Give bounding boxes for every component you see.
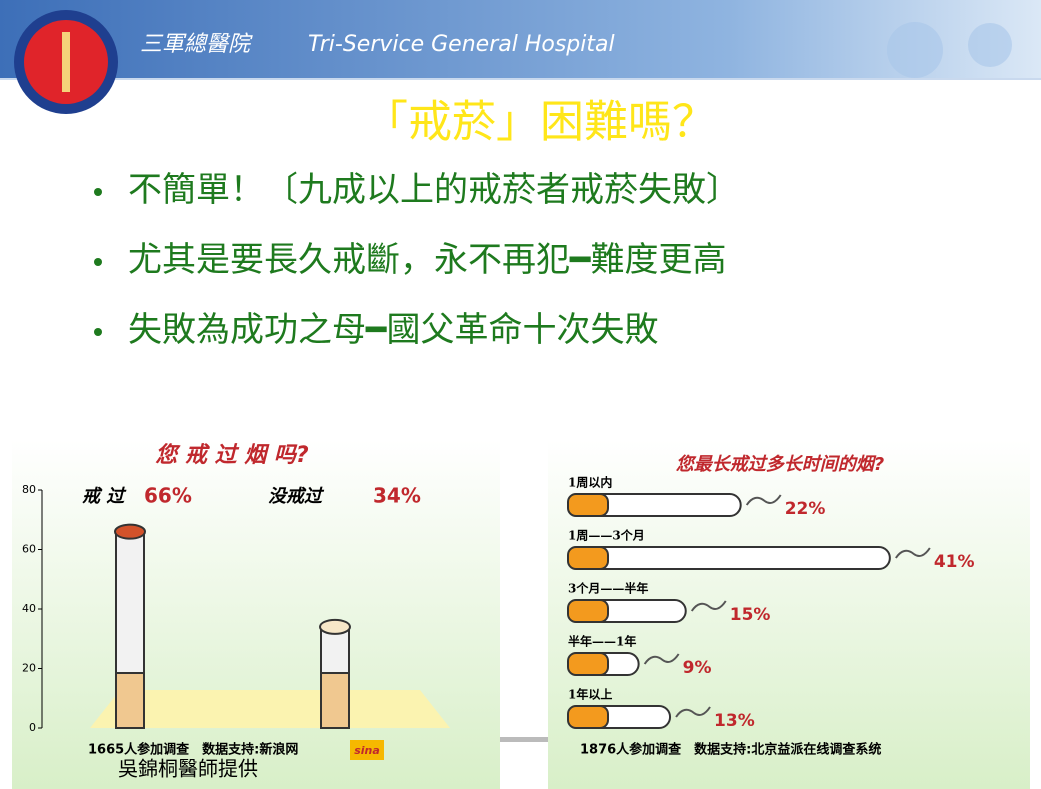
y-tick-label: 40 xyxy=(22,602,36,615)
bar-tip xyxy=(321,673,349,728)
source-logo: sina xyxy=(354,744,380,757)
bar-tip xyxy=(116,673,144,728)
category-label: 戒 过 xyxy=(82,486,127,507)
bar-filter xyxy=(568,706,608,728)
bar-ember xyxy=(320,620,350,634)
bullet-dot xyxy=(94,258,102,266)
value-label: 66% xyxy=(144,484,192,508)
value-label: 13% xyxy=(714,711,755,731)
y-tick-label: 20 xyxy=(22,662,36,675)
category-label: 半年——1年 xyxy=(568,634,636,649)
chart-footer: 1665人参加调查 数据支持:新浪网 xyxy=(88,742,298,758)
category-label: 1周以内 xyxy=(568,475,612,490)
deco-bubble xyxy=(887,22,943,78)
header-name-zh: 三軍總醫院 xyxy=(140,32,253,57)
header-name-en: Tri-Service General Hospital xyxy=(308,32,615,57)
bullet-list: 不簡單！〔九成以上的戒菸者戒菸失敗〕尤其是要長久戒斷，永不再犯━難度更高失敗為成… xyxy=(94,170,740,350)
category-label: 1周——3个月 xyxy=(568,528,645,543)
y-tick-label: 80 xyxy=(22,483,36,496)
divider xyxy=(500,737,548,742)
bullet-dot xyxy=(94,188,102,196)
value-label: 22% xyxy=(785,499,826,519)
bar-filter xyxy=(568,653,608,675)
category-label: 1年以上 xyxy=(568,687,612,702)
bullet-text: 尤其是要長久戒斷，永不再犯━難度更高 xyxy=(128,240,726,280)
slide-title: 「戒菸」困難嗎？ xyxy=(364,97,716,148)
bar xyxy=(568,547,890,569)
chart-title: 您 戒 过 烟 吗? xyxy=(155,442,309,468)
logo-staff xyxy=(62,32,70,92)
slide: 三軍總醫院 Tri-Service General Hospital 「戒菸」困… xyxy=(0,0,1041,789)
chart-title: 您最长戒过多长时间的烟? xyxy=(676,454,884,475)
y-tick-label: 0 xyxy=(29,721,36,734)
bar-filter xyxy=(568,600,608,622)
category-label: 没戒过 xyxy=(268,486,325,507)
page: 三軍總醫院 Tri-Service General Hospital 「戒菸」困… xyxy=(0,0,1041,789)
value-label: 9% xyxy=(683,658,712,678)
y-tick-label: 60 xyxy=(22,543,36,556)
value-label: 15% xyxy=(730,605,771,625)
bullet-text: 不簡單！〔九成以上的戒菸者戒菸失敗〕 xyxy=(128,170,740,210)
chart-footer: 1876人参加调查 数据支持:北京益派在线调查系统 xyxy=(580,742,881,758)
bullet-text: 失敗為成功之母━國父革命十次失敗 xyxy=(128,310,658,350)
value-label: 34% xyxy=(373,484,421,508)
value-label: 41% xyxy=(934,552,975,572)
bar-ember xyxy=(115,525,145,539)
category-label: 3个月——半年 xyxy=(568,581,648,596)
credit: 吳錦桐醫師提供 xyxy=(118,757,258,781)
bar-filter xyxy=(568,547,608,569)
header-rule xyxy=(0,78,1041,80)
deco-bubble xyxy=(968,23,1012,67)
bullet-dot xyxy=(94,328,102,336)
bar-filter xyxy=(568,494,608,516)
